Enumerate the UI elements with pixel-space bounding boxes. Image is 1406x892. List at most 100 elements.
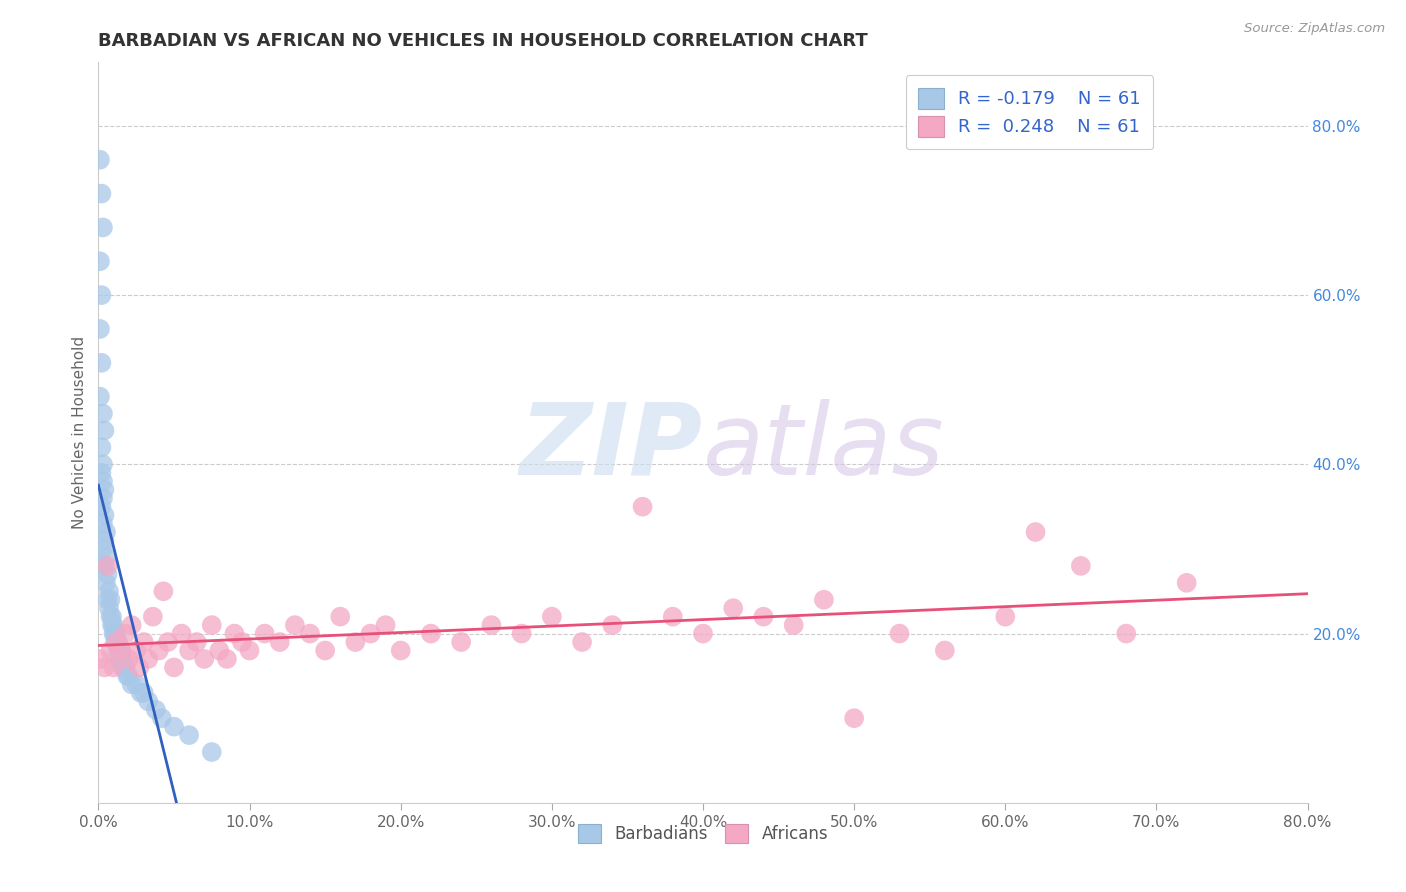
Point [186, 635, 208, 649]
Point [98, 601, 121, 615]
Point [93, 424, 115, 438]
Point [1024, 524, 1046, 539]
Point [215, 652, 238, 666]
Point [344, 635, 367, 649]
Point [510, 626, 533, 640]
Point [132, 686, 155, 700]
Point [103, 660, 125, 674]
Point [121, 618, 143, 632]
Point [100, 609, 122, 624]
Point [110, 643, 132, 657]
Point [389, 643, 412, 657]
Point [91, 516, 114, 531]
Point [98, 584, 121, 599]
Point [91, 491, 114, 506]
Point [93, 483, 115, 497]
Text: Source: ZipAtlas.com: Source: ZipAtlas.com [1244, 22, 1385, 36]
Point [100, 643, 122, 657]
Point [96, 592, 118, 607]
Point [107, 635, 129, 649]
Point [420, 626, 443, 640]
Point [101, 609, 124, 624]
Point [96, 558, 118, 573]
Point [723, 601, 745, 615]
Text: atlas: atlas [703, 399, 945, 496]
Point [90, 500, 112, 514]
Point [93, 508, 115, 522]
Point [101, 618, 124, 632]
Point [783, 618, 806, 632]
Point [91, 407, 114, 421]
Point [90, 466, 112, 480]
Point [91, 541, 114, 556]
Point [253, 626, 276, 640]
Point [163, 720, 186, 734]
Point [142, 609, 165, 624]
Point [108, 643, 131, 657]
Point [94, 524, 117, 539]
Point [540, 609, 562, 624]
Point [602, 618, 624, 632]
Point [115, 669, 138, 683]
Point [105, 635, 128, 649]
Point [89, 254, 111, 268]
Point [132, 635, 155, 649]
Point [104, 626, 127, 640]
Point [96, 567, 118, 582]
Point [329, 609, 352, 624]
Point [752, 609, 775, 624]
Point [163, 660, 186, 674]
Point [661, 609, 683, 624]
Point [118, 669, 141, 683]
Point [450, 635, 472, 649]
Point [813, 592, 835, 607]
Point [284, 618, 307, 632]
Point [108, 652, 131, 666]
Point [1175, 575, 1198, 590]
Point [91, 220, 114, 235]
Point [179, 728, 201, 742]
Point [299, 626, 322, 640]
Point [128, 660, 150, 674]
Point [179, 643, 201, 657]
Point [94, 550, 117, 565]
Point [103, 626, 125, 640]
Point [170, 626, 193, 640]
Point [374, 618, 396, 632]
Point [105, 626, 128, 640]
Legend: Barbadians, Africans: Barbadians, Africans [571, 817, 835, 850]
Point [111, 652, 134, 666]
Point [114, 626, 136, 640]
Point [94, 575, 117, 590]
Point [152, 584, 174, 599]
Point [111, 660, 134, 674]
Point [90, 441, 112, 455]
Point [110, 643, 132, 657]
Point [107, 643, 129, 657]
Point [136, 652, 159, 666]
Point [889, 626, 911, 640]
Point [93, 660, 115, 674]
Point [89, 322, 111, 336]
Point [934, 643, 956, 657]
Point [103, 618, 125, 632]
Point [631, 500, 654, 514]
Point [91, 458, 114, 472]
Point [844, 711, 866, 725]
Point [105, 635, 128, 649]
Point [110, 652, 132, 666]
Point [90, 288, 112, 302]
Y-axis label: No Vehicles in Household: No Vehicles in Household [72, 336, 87, 529]
Point [994, 609, 1017, 624]
Point [148, 643, 170, 657]
Point [269, 635, 291, 649]
Point [90, 186, 112, 201]
Point [89, 652, 111, 666]
Point [231, 635, 253, 649]
Text: BARBADIAN VS AFRICAN NO VEHICLES IN HOUSEHOLD CORRELATION CHART: BARBADIAN VS AFRICAN NO VEHICLES IN HOUS… [98, 32, 868, 50]
Point [114, 660, 136, 674]
Point [360, 626, 382, 640]
Point [692, 626, 714, 640]
Point [129, 686, 152, 700]
Point [91, 475, 114, 489]
